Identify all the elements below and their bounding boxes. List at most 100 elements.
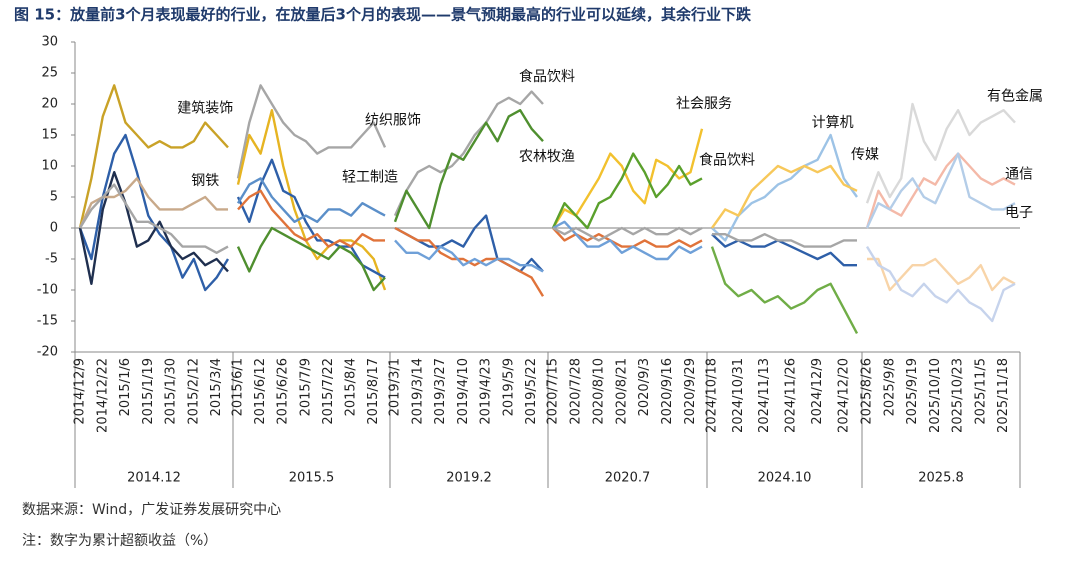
x-tick-label: 2019/5/22 (524, 358, 539, 425)
series-line (551, 152, 703, 230)
x-tick-label: 2024/11/13 (757, 358, 772, 433)
note: 注：数字为累计超额收益（%） (22, 533, 217, 549)
x-tick-label: 2019/5/9 (501, 358, 516, 416)
x-tick-label: 2020/8/21 (614, 358, 629, 425)
x-tick-label: 2015/6/12 (253, 358, 268, 425)
series-label: 钢铁 (191, 173, 219, 189)
x-tick-label: 2014/12/22 (95, 358, 110, 433)
series-label: 食品饮料 (519, 68, 575, 85)
x-tick-label: 2019/3/27 (433, 358, 448, 425)
x-tick-label: 2015/2/12 (186, 358, 201, 425)
x-group-label: 2020.7 (605, 471, 651, 486)
y-tick-label: -20 (37, 345, 58, 360)
x-tick-label: 2015/1/6 (118, 358, 133, 416)
series-line (551, 128, 704, 229)
x-tick-label: 2015/1/30 (164, 358, 179, 425)
series-line (394, 239, 544, 273)
series-line (712, 233, 857, 248)
x-tick-label: 2015/6/1 (231, 358, 246, 416)
x-tick-label: 2019/3/14 (410, 358, 425, 425)
series-label: 传媒 (851, 147, 879, 163)
x-tick-label: 2019/4/10 (456, 358, 471, 425)
series-line (710, 246, 859, 334)
series-label: 通信 (1005, 167, 1033, 183)
y-tick-label: -10 (37, 283, 58, 298)
x-group-label: 2015.5 (289, 471, 335, 486)
x-tick-label: 2020/7/28 (568, 358, 583, 425)
series-line (552, 220, 703, 261)
series-line (865, 152, 1016, 229)
y-tick-label: 0 (50, 221, 58, 236)
series-label: 社会服务 (676, 96, 732, 112)
x-tick-label: 2014/12/9 (73, 358, 88, 425)
series-label: 农林牧渔 (519, 149, 575, 165)
x-tick-label: 2025/9/19 (905, 358, 920, 425)
x-group-label: 2025.8 (918, 471, 964, 486)
y-tick-label: 25 (41, 66, 58, 81)
x-group-label: 2024.10 (758, 471, 812, 486)
series-line (236, 84, 387, 179)
series-line (393, 109, 544, 230)
series-line (865, 152, 1016, 229)
x-tick-label: 2020/9/16 (660, 358, 675, 425)
y-tick-label: 5 (50, 190, 58, 205)
series-line (78, 177, 228, 229)
series-line (711, 164, 858, 229)
x-tick-label: 2025/10/23 (951, 358, 966, 433)
x-tick-label: 2024/11/26 (784, 358, 799, 433)
series-label: 食品饮料 (699, 151, 755, 168)
x-tick-label: 2020/9/3 (637, 358, 652, 416)
x-tick-label: 2020/8/10 (591, 358, 606, 425)
series-line (552, 226, 703, 242)
x-tick-label: 2015/6/26 (276, 358, 291, 425)
source: 数据来源：Wind，广发证券发展研究中心 (22, 502, 281, 518)
y-tick-label: -15 (37, 314, 58, 329)
x-tick-label: 2015/1/19 (141, 358, 156, 425)
series-label: 轻工制造 (342, 170, 398, 186)
chart-title: 图 15：放量前3个月表现最好的行业，在放量后3个月的表现——景气预期最高的行业… (14, 6, 752, 24)
x-tick-label: 2015/8/4 (344, 358, 359, 416)
series-line (393, 90, 544, 217)
x-tick-label: 2024/12/9 (810, 358, 825, 425)
y-tick-label: 30 (41, 35, 58, 50)
x-group-label: 2019.2 (446, 471, 492, 486)
y-tick-label: 15 (41, 128, 58, 143)
x-tick-label: 2025/11/5 (973, 358, 988, 425)
y-tick-label: -5 (45, 252, 58, 267)
x-tick-label: 2019/3/1 (388, 358, 403, 416)
x-tick-label: 2025/11/18 (996, 358, 1011, 433)
series-line (711, 233, 857, 267)
x-tick-label: 2025/8/26 (860, 358, 875, 425)
x-tick-label: 2019/4/23 (479, 358, 494, 425)
x-tick-label: 2024/10/31 (731, 358, 746, 433)
series-line (78, 84, 229, 229)
x-tick-label: 2020/7/15 (546, 358, 561, 425)
y-tick-label: 10 (41, 159, 58, 174)
series-line (78, 183, 229, 254)
series-line (711, 133, 858, 242)
series-label: 有色金属 (987, 88, 1043, 105)
series-label: 纺织服饰 (365, 112, 421, 128)
y-tick-label: 20 (41, 97, 58, 112)
x-tick-label: 2015/8/17 (366, 358, 381, 425)
series-line (237, 189, 385, 248)
x-tick-label: 2024/12/20 (836, 358, 851, 433)
series-line (865, 102, 1016, 204)
series-label: 建筑装饰 (177, 101, 233, 117)
x-group-label: 2014.12 (127, 471, 181, 486)
series-line (236, 226, 386, 292)
series-label: 电子 (1005, 205, 1033, 221)
x-tick-label: 2020/9/29 (683, 358, 698, 425)
x-tick-label: 2015/7/9 (298, 358, 313, 416)
x-tick-label: 2025/10/10 (928, 358, 943, 433)
series-line (236, 177, 386, 223)
series-line (236, 109, 387, 291)
series-label: 计算机 (812, 115, 854, 131)
x-tick-label: 2025/9/8 (882, 358, 897, 416)
series-line (867, 257, 1016, 292)
series-line (865, 245, 1016, 323)
x-tick-label: 2015/7/22 (321, 358, 336, 425)
x-tick-label: 2015/3/4 (209, 358, 224, 416)
x-tick-label: 2024/10/18 (705, 358, 720, 433)
